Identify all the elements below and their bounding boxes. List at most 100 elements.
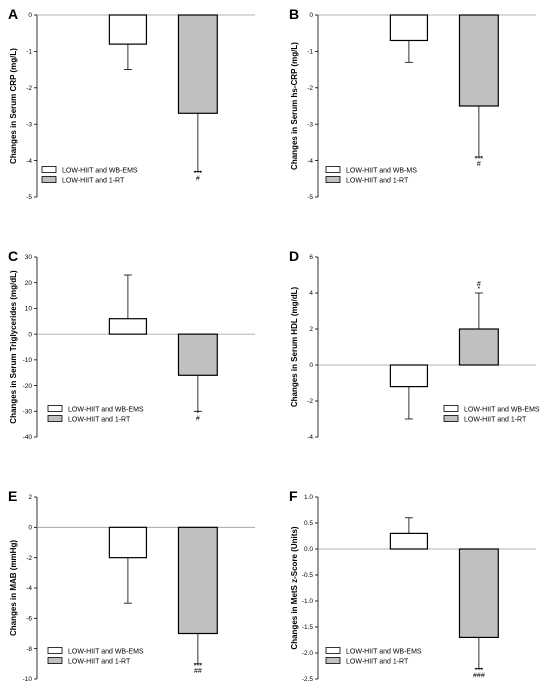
y-tick-label: 0 [28,12,32,19]
legend-swatch [325,657,341,664]
y-tick-label: 0 [28,331,32,338]
panel-letter: B [289,6,299,22]
y-tick-label: -2 [307,398,313,405]
y-tick-label: 0.0 [304,546,313,553]
y-tick-label: 20 [25,280,33,287]
y-axis-label: Changes in MetS z-Score (Units) [290,526,299,649]
significance-marker: ## [194,668,202,675]
legend-label: LOW-HIIT and 1-RT [68,658,131,665]
y-tick-label: 0 [28,525,32,532]
y-tick-label: 0.5 [304,520,313,527]
bar-1 [108,14,148,45]
bar-1 [389,14,429,42]
chart-panel-a: A Changes in Serum CRP (mg/L) 0 -1 -2 -3 -4 -5 *… [8,6,255,201]
significance-marker: # [477,281,481,288]
legend-label: LOW-HIIT and WB-EMS [62,167,138,174]
y-tick-label: -8 [26,646,32,653]
legend-label: LOW-HIIT and WB-MS [346,167,417,174]
bar-2 [177,526,218,635]
legend: LOW-HIIT and WB-EMS LOW-HIIT and 1-RT [325,647,422,665]
y-tick-label: 10 [25,306,33,313]
legend-swatch [47,415,63,422]
y-axis-label: Changes in Serum hs-CRP (mg/L) [290,42,299,170]
y-tick-label: 6 [309,254,313,261]
chart-panel-e: E Changes in MAB (mmHg) 2 0 -2 -4 -6 -8 -10 ***##… [8,488,255,683]
significance-marker: * [197,410,200,417]
legend-label: LOW-HIIT and 1-RT [346,658,409,665]
y-axis-label: Changes in Serum CRP (mg/L) [9,48,18,164]
panel-letter: C [8,248,18,264]
legend: LOW-HIIT and WB-EMS LOW-HIIT and 1-RT [443,405,540,423]
y-tick-label: -40 [23,434,33,441]
significance-marker: *** [194,171,202,178]
significance-marker: *** [475,156,483,163]
panel-letter: F [289,488,298,504]
y-tick-label: -4 [307,434,313,441]
y-tick-label: -1 [307,49,313,56]
y-tick-label: -2 [26,85,32,92]
bar-1 [108,526,148,559]
legend-swatch [47,657,63,664]
significance-marker: # [477,161,481,168]
legend-label: LOW-HIIT and 1-RT [464,416,527,423]
y-tick-label: 1.0 [304,494,313,501]
significance-marker: *** [194,663,202,670]
legend-swatch [443,405,459,412]
bar-1 [389,364,429,388]
y-tick-label: 4 [309,290,313,297]
y-tick-label: -1 [26,49,32,56]
legend: LOW-HIIT and WB-EMS LOW-HIIT and 1-RT [41,166,138,184]
significance-marker: # [196,176,200,183]
legend-label: LOW-HIIT and WB-EMS [346,648,422,655]
legend-swatch [325,166,341,173]
bar-2 [458,328,499,366]
y-tick-label: 0 [309,12,313,19]
panel-letter: D [289,248,299,264]
significance-marker: # [196,415,200,422]
y-tick-label: -10 [23,676,33,683]
bar-2 [458,14,499,107]
y-tick-label: -4 [26,585,32,592]
legend: LOW-HIIT and WB-EMS LOW-HIIT and 1-RT [47,647,144,665]
y-tick-label: 0 [309,362,313,369]
y-tick-label: -2 [307,85,313,92]
legend-swatch [325,176,341,183]
chart-panel-d: D Changes in Serum HDL (mg/dL) 6 4 2 0 -2 -4 #* L… [289,248,540,441]
y-tick-label: -2 [26,555,32,562]
bar-1 [108,318,148,335]
bar-1 [389,532,429,550]
bar-2 [177,14,218,114]
significance-marker: ### [473,673,485,680]
y-tick-label: -0.5 [302,572,314,579]
legend-swatch [443,415,459,422]
legend: LOW-HIIT and WB-MS LOW-HIIT and 1-RT [325,166,417,184]
y-axis-label: Changes in Serum HDL (mg/dL) [290,287,299,408]
legend-label: LOW-HIIT and WB-EMS [464,406,540,413]
bar-2 [177,333,218,376]
y-tick-label: -4 [26,158,32,165]
y-tick-label: 2 [309,326,313,333]
significance-marker: * [478,286,481,293]
y-tick-label: -2.5 [302,676,314,683]
y-tick-label: -1.0 [302,598,314,605]
y-axis-label: Changes in Serum Triglycerides (mg/dL) [9,270,18,424]
legend-label: LOW-HIIT and 1-RT [346,177,409,184]
chart-panel-b: B Changes in Serum hs-CRP (mg/L) 0 -1 -2 -3 -4… [289,6,536,201]
y-tick-label: -30 [23,408,33,415]
bar-2 [458,548,499,639]
chart-panel-c: C Changes in Serum Triglycerides (mg/dL) 3… [8,248,255,441]
y-tick-label: -3 [307,121,313,128]
y-tick-label: 30 [25,254,33,261]
legend-swatch [47,405,63,412]
legend-label: LOW-HIIT and WB-EMS [68,648,144,655]
legend-swatch [41,176,57,183]
legend-label: LOW-HIIT and 1-RT [62,177,125,184]
legend-swatch [325,647,341,654]
y-tick-label: -2.0 [302,650,314,657]
y-axis-label: Changes in MAB (mmHg) [9,540,18,636]
panel-letter: A [8,6,18,22]
legend-swatch [41,166,57,173]
legend-swatch [47,647,63,654]
panel-letter: E [8,488,17,504]
